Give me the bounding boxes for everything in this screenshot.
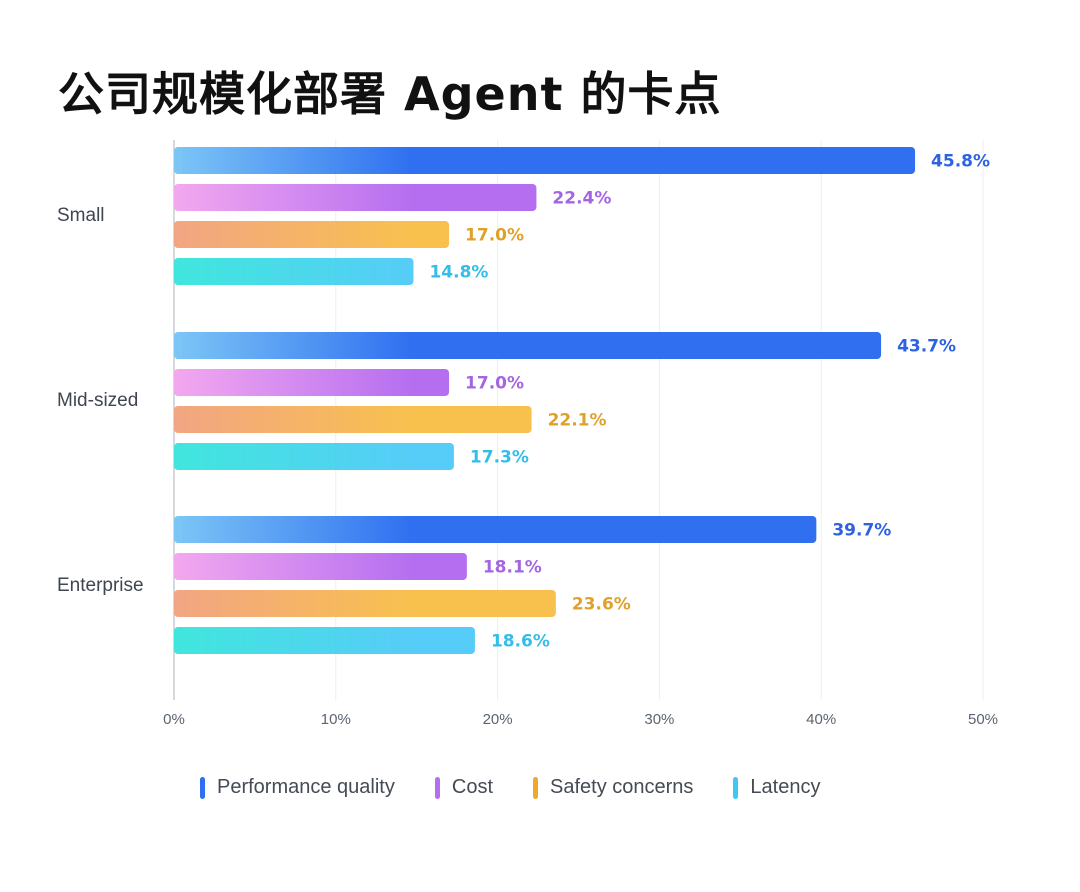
value-label-small-latency: 14.8% — [429, 263, 488, 283]
value-label-mid-sized-performance-quality: 43.7% — [897, 337, 956, 357]
value-label-small-performance-quality: 45.8% — [931, 152, 990, 172]
legend-swatch-cost — [434, 776, 440, 799]
legend-swatch-latency — [733, 776, 739, 799]
legend-swatch-performance-quality — [200, 776, 205, 799]
x-tick-label-50: 50% — [968, 711, 998, 728]
value-label-mid-sized-cost: 17.0% — [465, 374, 524, 394]
bar-enterprise-safety-concerns — [174, 590, 556, 617]
category-label-small: Small — [57, 205, 105, 226]
legend: Performance quality Cost Safety concerns… — [200, 776, 820, 799]
value-label-enterprise-safety-concerns: 23.6% — [572, 595, 631, 615]
chart-title: 公司规模化部署 Agent 的卡点 — [58, 67, 722, 121]
bar-mid-sized-performance-quality — [174, 332, 882, 359]
bar-small-safety-concerns — [174, 221, 450, 248]
x-tick-label-20: 20% — [483, 711, 513, 728]
bar-mid-sized-safety-concerns — [174, 406, 532, 433]
x-tick-label-40: 40% — [806, 711, 836, 728]
legend-item-safety-concerns[interactable]: Safety concerns — [533, 776, 693, 799]
x-tick-label-10: 10% — [321, 711, 351, 728]
value-label-small-safety-concerns: 17.0% — [465, 226, 524, 246]
bar-enterprise-performance-quality — [174, 516, 817, 543]
value-label-enterprise-cost: 18.1% — [483, 558, 542, 578]
bar-small-cost — [174, 184, 537, 211]
x-tick-label-30: 30% — [644, 711, 674, 728]
legend-label-safety-concerns: Safety concerns — [550, 776, 694, 798]
bar-mid-sized-latency — [174, 443, 454, 470]
x-tick-label-0: 0% — [163, 711, 185, 728]
bar-mid-sized-cost — [174, 369, 450, 396]
value-label-small-cost: 22.4% — [552, 189, 611, 209]
value-label-mid-sized-latency: 17.3% — [470, 448, 529, 468]
bar-enterprise-cost — [174, 553, 467, 580]
labels: 0% 10% 20% 30% 40% 50% Small Mid-sized Enterpris… — [57, 152, 998, 729]
legend-item-latency[interactable]: Latency — [733, 776, 820, 799]
value-label-mid-sized-safety-concerns: 22.1% — [548, 411, 607, 431]
bar-enterprise-latency — [174, 627, 475, 654]
category-label-enterprise: Enterprise — [57, 575, 144, 596]
bar-small-performance-quality — [174, 147, 916, 174]
value-label-enterprise-performance-quality: 39.7% — [832, 521, 891, 541]
value-label-enterprise-latency: 18.6% — [491, 632, 550, 652]
category-label-mid-sized: Mid-sized — [57, 390, 138, 411]
legend-label-latency: Latency — [750, 776, 821, 798]
legend-item-cost[interactable]: Cost — [434, 776, 493, 799]
legend-swatch-safety-concerns — [533, 776, 538, 799]
bars — [174, 147, 916, 654]
bar-small-latency — [174, 258, 414, 285]
legend-label-performance-quality: Performance quality — [217, 776, 395, 798]
legend-label-cost: Cost — [451, 776, 493, 798]
legend-item-performance-quality[interactable]: Performance quality — [200, 776, 395, 799]
